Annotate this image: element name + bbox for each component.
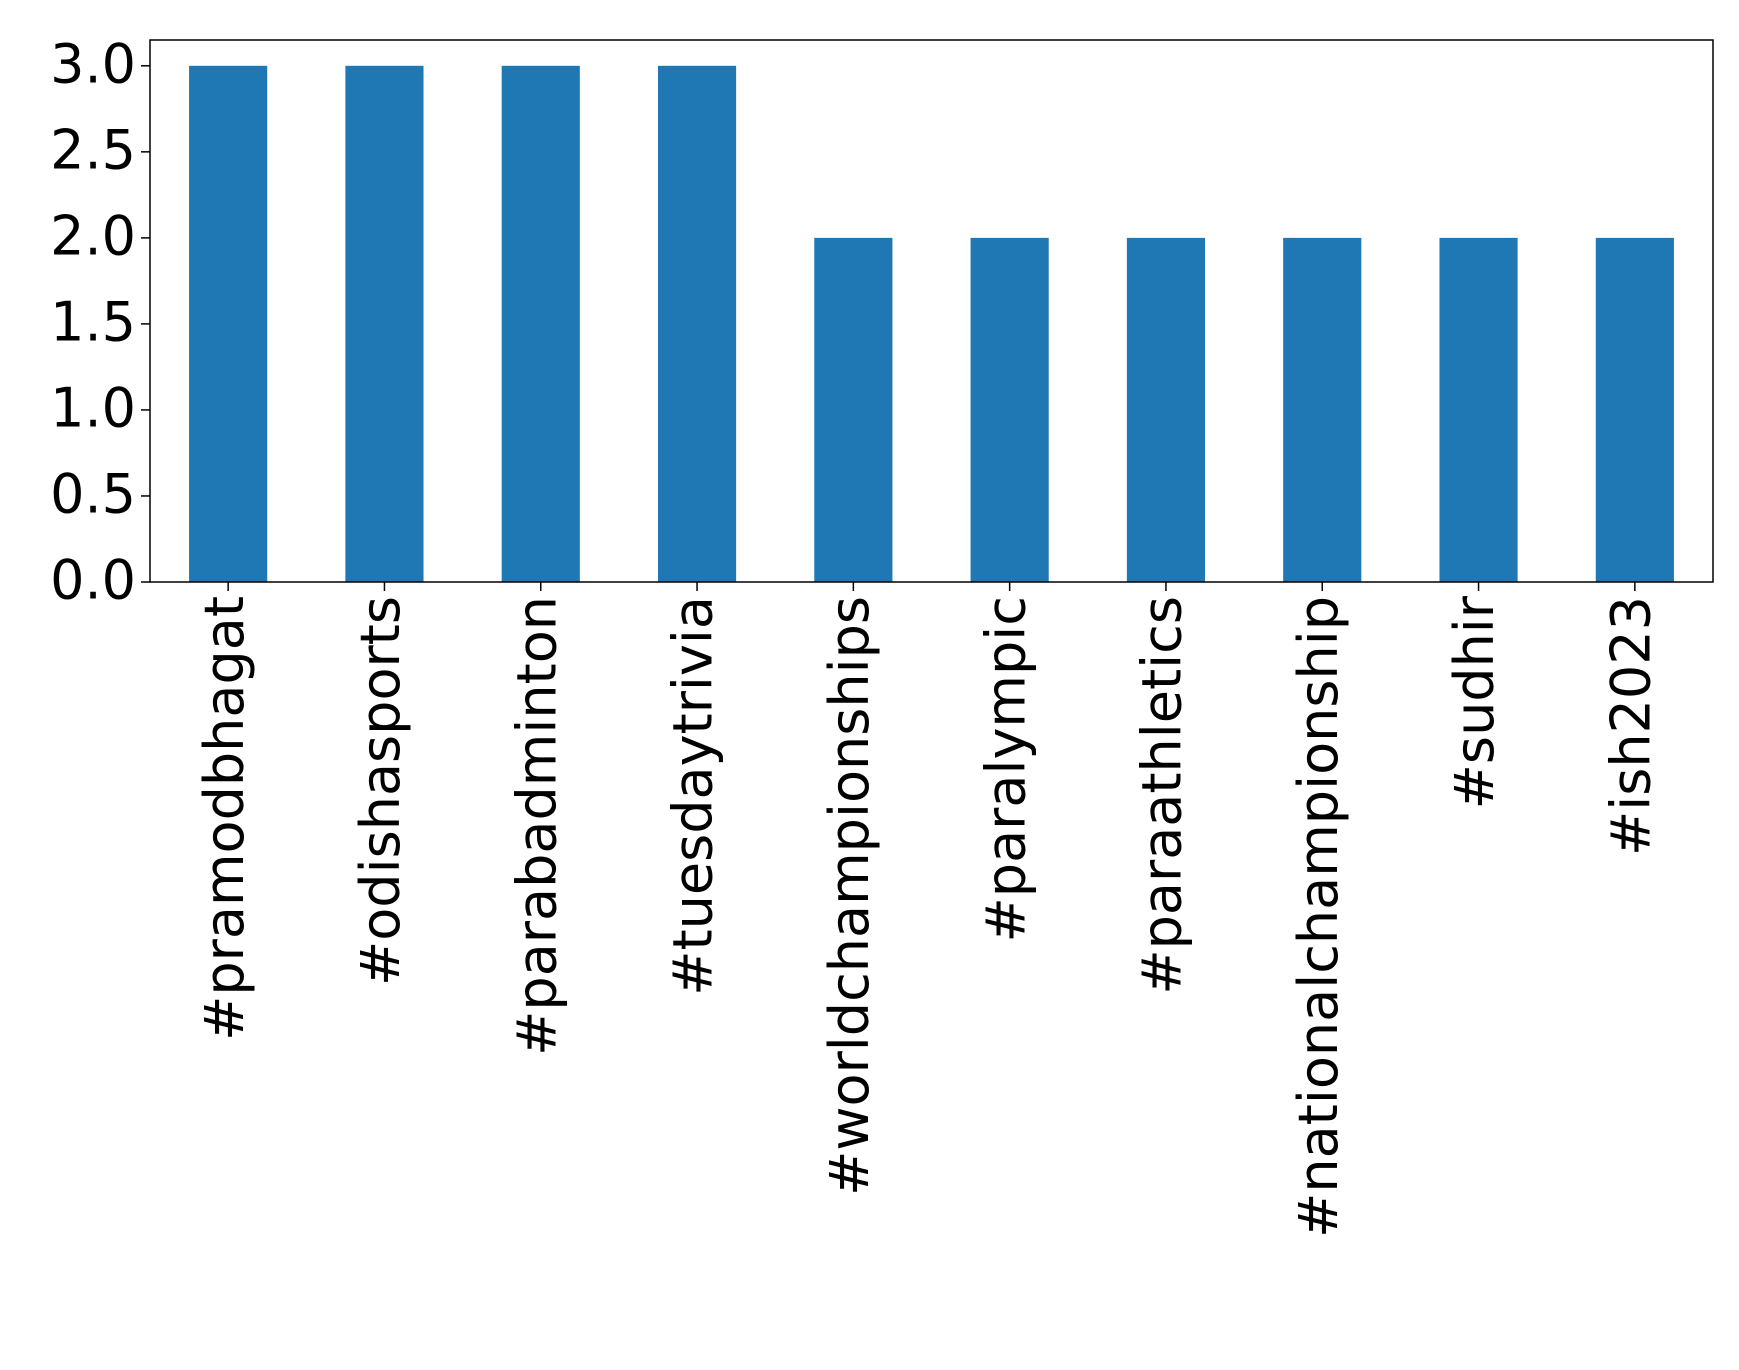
x-tick-label: #worldchampionships xyxy=(818,596,881,1196)
x-tick-label: #pramodbhagat xyxy=(193,596,256,1041)
x-tick-label: #nationalchampionship xyxy=(1287,596,1350,1238)
y-tick-label: 0.0 xyxy=(50,549,136,612)
x-tick-label: #paralympic xyxy=(974,596,1037,942)
bar xyxy=(814,237,893,582)
y-tick-label: 3.0 xyxy=(50,32,136,95)
bar xyxy=(345,65,424,583)
y-tick-label: 2.5 xyxy=(50,118,136,181)
plot-frame xyxy=(149,39,1714,583)
x-tick-label: #paraathletics xyxy=(1131,596,1194,995)
bar xyxy=(501,65,580,583)
bar xyxy=(1283,237,1362,582)
bar xyxy=(657,65,737,583)
x-tick-label: #odishasports xyxy=(349,596,412,986)
y-tick-label: 1.0 xyxy=(50,377,136,440)
x-tick-label: #ish2023 xyxy=(1599,596,1662,856)
y-tick-label: 1.5 xyxy=(50,291,136,354)
x-tick-label: #tuesdaytrivia xyxy=(662,596,725,996)
y-tick-label: 2.0 xyxy=(50,205,136,268)
bar xyxy=(970,237,1049,582)
y-tick-label: 0.5 xyxy=(50,463,136,526)
bar xyxy=(1595,237,1674,582)
bar xyxy=(1126,237,1206,582)
bar xyxy=(1439,237,1518,582)
x-tick-label: #parabadminton xyxy=(505,596,568,1056)
x-tick-label: #sudhir xyxy=(1443,595,1506,809)
bar xyxy=(189,65,268,583)
